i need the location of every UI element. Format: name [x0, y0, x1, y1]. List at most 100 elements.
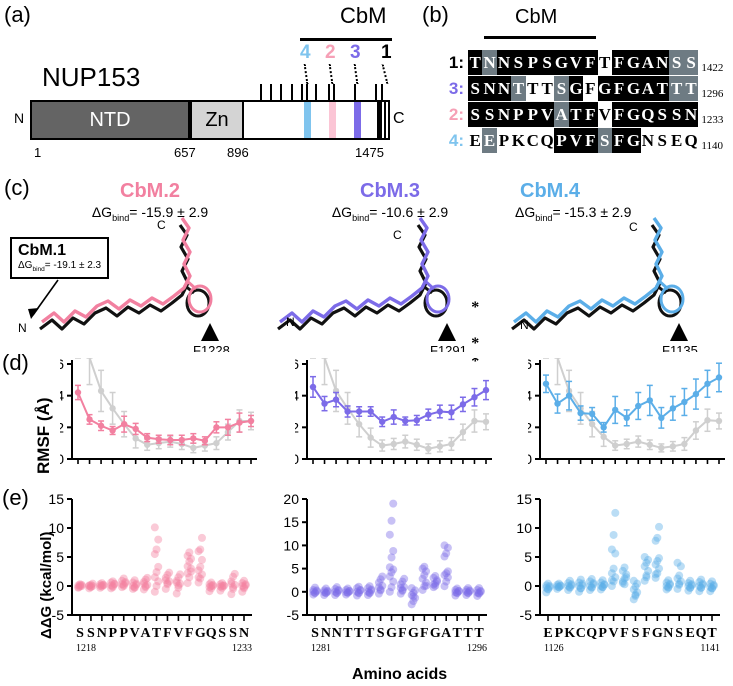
conservation-star: * — [471, 353, 480, 370]
ddg-point — [311, 588, 319, 597]
rmsf-point — [120, 420, 128, 428]
ddg-point — [121, 579, 130, 588]
x-residue-label: V — [609, 626, 619, 641]
ddg-point — [216, 582, 225, 591]
x-residue-label: A — [141, 626, 152, 641]
ddg-point — [187, 554, 196, 563]
alignment-residue: S — [655, 102, 670, 127]
ddg-point — [629, 585, 638, 594]
ddg-point — [708, 584, 716, 593]
ddg-point — [154, 577, 163, 586]
conservation-star: * — [471, 299, 480, 316]
ddg-point — [238, 579, 247, 588]
ddg-point — [618, 566, 627, 575]
rmsf-point — [355, 408, 363, 415]
ddg-point — [600, 580, 609, 589]
y-tick-label: 0 — [295, 451, 299, 467]
dg-cbm3: ΔGbind= -10.6 ± 2.9 — [285, 204, 495, 223]
ddg-point — [553, 584, 562, 593]
rmsf-point — [623, 414, 630, 422]
alignment-residue: G — [554, 50, 569, 75]
ddg-point — [363, 591, 372, 600]
ddg-point — [655, 522, 664, 531]
rmsf-point — [332, 396, 340, 403]
rmsf-point — [144, 441, 151, 448]
ddg-point — [684, 586, 693, 595]
ddg-point — [586, 582, 595, 590]
ddg-point — [321, 589, 330, 598]
position-label-896: 896 — [227, 145, 249, 160]
fg-tick — [381, 84, 383, 100]
ddg-point — [334, 585, 343, 594]
ddg-point — [451, 588, 460, 597]
ddg-point — [655, 564, 664, 573]
y-tick-label: -5 — [52, 607, 65, 623]
y-tick-label: 0 — [60, 451, 64, 467]
ddg-point — [353, 584, 362, 593]
n-label-cbm3: N — [286, 315, 295, 329]
alignment-residue: P — [525, 102, 540, 127]
ddg-point — [323, 587, 332, 596]
ddg-point — [229, 584, 238, 593]
ddg-point — [320, 588, 329, 597]
ddg-point — [676, 577, 685, 586]
ddg-point — [376, 585, 385, 594]
ddg-point — [185, 548, 194, 557]
ddg-point — [241, 581, 250, 590]
residue-pointer-arrow — [670, 323, 688, 341]
x-residue-label: S — [87, 626, 95, 641]
x-residue-label: P — [598, 626, 607, 641]
y-tick-label: 20 — [283, 491, 299, 507]
panel-d-rmsf-plots: (d) RMSF (Å) 0 2 4 6 0 2 4 6 0 2 4 6 — [0, 350, 733, 487]
ddg-point — [611, 508, 620, 517]
rmsf-point — [213, 424, 220, 431]
rmsf-point — [715, 374, 723, 381]
position-label-1475: 1475 — [355, 145, 384, 160]
ddg-point — [622, 573, 631, 582]
rmsf-point — [178, 436, 185, 444]
ddg-point — [631, 590, 640, 599]
ddg-point — [376, 586, 385, 595]
ddg-point — [697, 583, 706, 592]
reference-backbone — [511, 224, 662, 331]
ddg-point — [154, 562, 163, 571]
alignment-row-number: 1296 — [701, 88, 724, 100]
ddg-point — [118, 580, 127, 589]
ddg-point — [676, 562, 685, 571]
rmsf-point — [692, 390, 700, 398]
alignment-residue: Q — [683, 128, 699, 153]
variant-side-chain — [184, 278, 198, 291]
alignment-residue: T — [597, 50, 612, 75]
rmsf-point — [402, 417, 409, 425]
alignment-residue: N — [496, 76, 512, 101]
rmsf-point — [132, 425, 139, 433]
x-residue-label: F — [620, 626, 629, 641]
ddg-point — [418, 564, 427, 573]
ddg-point — [629, 595, 638, 604]
y-tick-label: 10 — [516, 520, 532, 536]
rmsf-line — [554, 352, 720, 449]
ddg-point — [187, 564, 196, 573]
ddg-point — [418, 585, 427, 594]
x-residue-label: Q — [206, 626, 217, 641]
ddg-point — [197, 533, 206, 542]
ddg-point — [97, 582, 106, 591]
y-tick-label: 6 — [60, 356, 64, 372]
ddg-point — [653, 533, 662, 542]
rmsf-point — [482, 386, 490, 394]
ddg-point — [706, 579, 715, 588]
ddg-point — [407, 600, 416, 609]
motif-number-4: 4 — [300, 42, 311, 63]
ddg-point — [453, 588, 462, 597]
ddg-point — [240, 584, 248, 593]
ddg-point — [686, 583, 695, 592]
ddg-point — [174, 573, 183, 582]
ddg-point — [172, 576, 181, 585]
x-residue-label: N — [239, 626, 249, 641]
rmsf-point — [74, 389, 82, 396]
ddg-point — [587, 575, 596, 584]
ddg-point — [431, 572, 440, 581]
ddg-point — [152, 568, 161, 577]
rmsf-point — [344, 408, 351, 415]
